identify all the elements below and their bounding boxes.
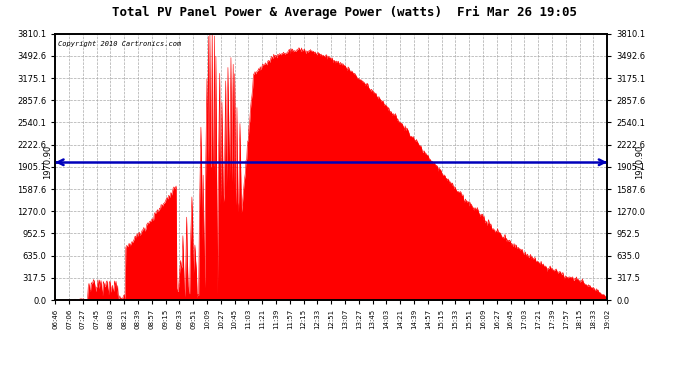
Text: Copyright 2010 Cartronics.com: Copyright 2010 Cartronics.com [58, 40, 181, 46]
Text: 1970.90: 1970.90 [635, 145, 644, 179]
Text: Total PV Panel Power & Average Power (watts)  Fri Mar 26 19:05: Total PV Panel Power & Average Power (wa… [112, 6, 578, 19]
Text: 1970.90: 1970.90 [43, 145, 52, 179]
